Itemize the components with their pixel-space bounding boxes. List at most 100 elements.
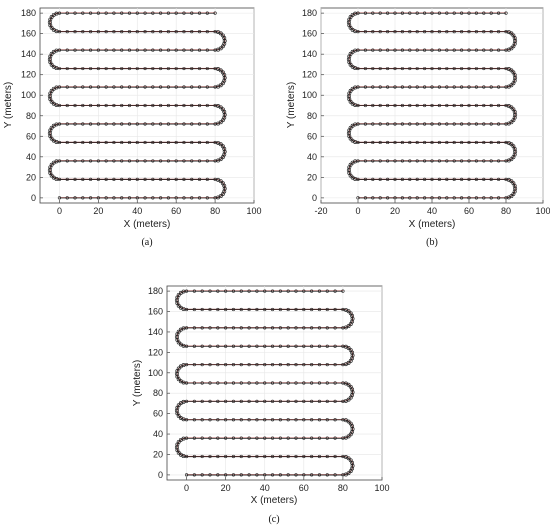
trajectory-point (255, 436, 259, 440)
trajectory-point (467, 48, 471, 52)
trajectory-point (224, 418, 228, 422)
y-tick-label: 60 (307, 131, 317, 141)
trajectory-point (294, 454, 298, 459)
y-tick-label: 160 (302, 29, 317, 39)
trajectory-point (511, 107, 516, 112)
trajectory-point (467, 103, 471, 108)
trajectory-point (239, 363, 243, 367)
trajectory-point (81, 48, 85, 52)
trajectory-point (65, 103, 69, 108)
trajectory-point (482, 140, 486, 145)
trajectory-point (151, 159, 155, 163)
trajectory-point (474, 196, 479, 200)
trajectory-point (317, 289, 322, 293)
trajectory-point (143, 140, 147, 145)
trajectory-point (386, 85, 390, 89)
trajectory-point (333, 454, 337, 459)
trajectory-point (208, 418, 212, 422)
trajectory-point (263, 307, 267, 312)
trajectory-point (81, 11, 85, 15)
trajectory-point (65, 196, 69, 200)
trajectory-point (49, 125, 54, 130)
trajectory-point (350, 64, 355, 69)
trajectory-point (333, 436, 337, 440)
trajectory-point (400, 196, 405, 200)
trajectory-point (348, 125, 353, 130)
trajectory-point (430, 85, 434, 89)
trajectory-point (96, 196, 100, 200)
trajectory-point (430, 103, 434, 108)
x-tick-label: 100 (246, 206, 261, 216)
trajectory-point (174, 30, 178, 34)
trajectory-point (393, 177, 397, 181)
trajectory-point (216, 30, 221, 35)
trajectory-point (176, 329, 181, 334)
trajectory-point (143, 196, 147, 200)
trajectory-point (216, 307, 220, 312)
trajectory-point (190, 66, 194, 71)
trajectory-point (81, 85, 85, 89)
trajectory-point (112, 159, 116, 163)
trajectory-point (65, 48, 69, 52)
trajectory-point (509, 83, 514, 88)
trajectory-point (216, 140, 221, 145)
trajectory-point (208, 381, 212, 385)
trajectory-point (216, 473, 220, 477)
trajectory-point (346, 434, 351, 439)
trajectory-point (49, 51, 54, 56)
y-tick-label: 100 (302, 90, 317, 100)
trajectory-point (346, 324, 351, 329)
trajectory-point (278, 418, 282, 422)
trajectory-point (371, 159, 375, 163)
trajectory-point (73, 66, 77, 71)
trajectory-point (333, 344, 337, 348)
trajectory-point (247, 399, 251, 403)
trajectory-point (511, 144, 516, 149)
trajectory-point (224, 289, 228, 293)
trajectory-point (474, 48, 479, 52)
trajectory-point (408, 11, 412, 15)
trajectory-point (263, 363, 267, 367)
trajectory-point (353, 48, 358, 53)
trajectory-point (81, 159, 85, 163)
trajectory-point (353, 122, 358, 127)
trajectory-point (489, 159, 493, 163)
trajectory-point (350, 27, 355, 32)
trajectory-point (270, 399, 275, 403)
trajectory-point (73, 122, 77, 126)
trajectory-point (143, 30, 147, 34)
trajectory-point (213, 11, 217, 15)
trajectory-point (120, 196, 124, 200)
trajectory-point (317, 363, 322, 367)
trajectory-point (363, 48, 368, 52)
trajectory-point (325, 289, 329, 293)
trajectory-point (135, 177, 139, 181)
trajectory-point (151, 11, 155, 15)
trajectory-point (509, 157, 514, 162)
trajectory-point (239, 473, 243, 477)
trajectory-point (509, 46, 514, 51)
trajectory-point (231, 326, 236, 330)
trajectory-point (112, 177, 116, 181)
trajectory-point (497, 30, 501, 34)
trajectory-point (112, 66, 116, 71)
y-tick-label: 120 (148, 347, 163, 357)
trajectory-point (151, 122, 155, 126)
trajectory-point (386, 159, 390, 163)
trajectory-point (430, 177, 434, 181)
trajectory-point (65, 140, 69, 145)
x-axis-label-c: X (meters) (251, 495, 298, 506)
trajectory-point (127, 140, 132, 145)
trajectory-point (151, 30, 155, 34)
trajectory-point (73, 30, 77, 34)
trajectory-point (197, 48, 202, 52)
trajectory-point (317, 326, 322, 330)
trajectory-point (54, 11, 59, 16)
trajectory-point (120, 66, 124, 71)
trajectory-point (104, 103, 108, 108)
trajectory-point (166, 66, 170, 71)
trajectory-point (294, 326, 298, 330)
trajectory-point (88, 66, 93, 71)
trajectory-point (348, 384, 353, 389)
trajectory-point (205, 11, 209, 15)
